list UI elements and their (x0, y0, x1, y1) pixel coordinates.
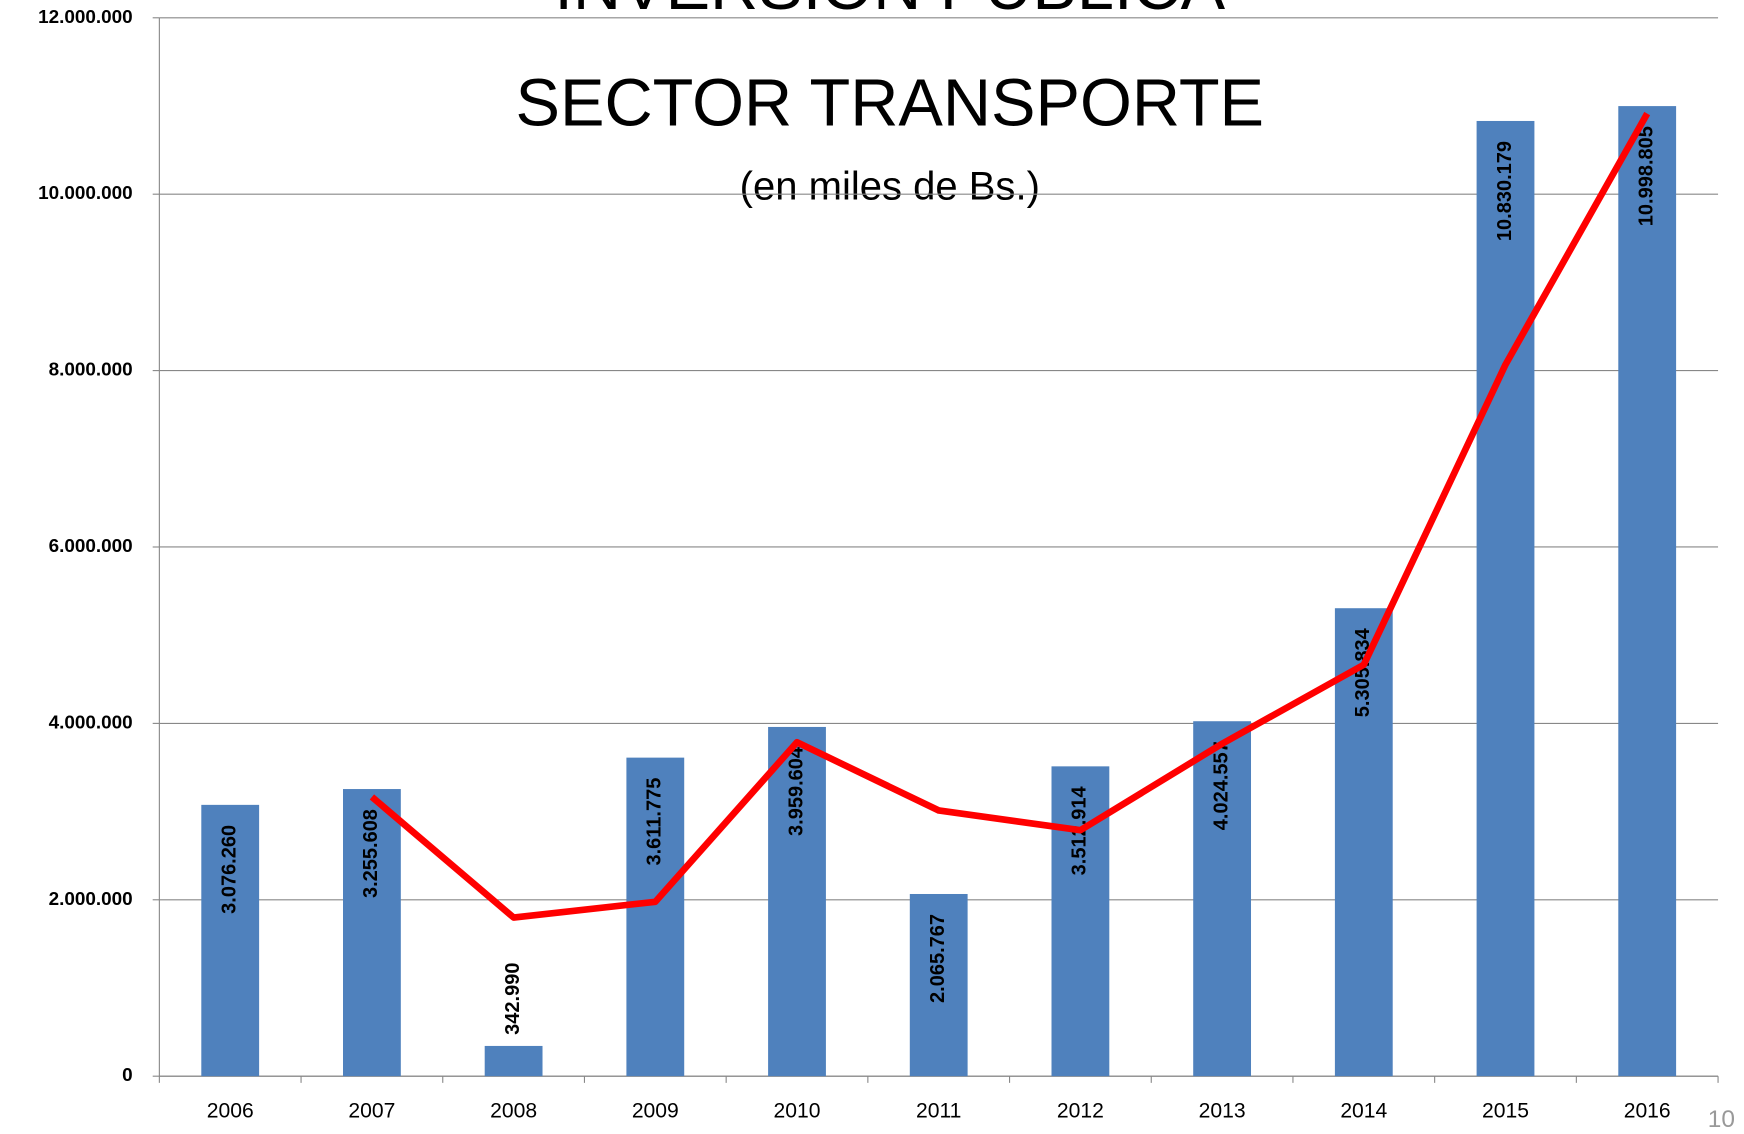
bar (1618, 106, 1676, 1076)
x-tick-label: 2012 (1057, 1099, 1104, 1122)
data-label: 3.959.604 (785, 746, 807, 836)
data-label: 3.611.775 (644, 778, 666, 866)
bar (485, 1046, 543, 1076)
data-label: 10.998.805 (1635, 126, 1657, 226)
chart: INVERSIÓN PÚBLICA SECTOR TRANSPORTE (en … (0, 0, 1744, 1134)
x-tick-label: 2015 (1482, 1099, 1529, 1122)
data-label: 342.990 (502, 963, 524, 1035)
y-tick-label: 4.000.000 (49, 712, 133, 733)
y-tick-label: 12.000.000 (38, 7, 133, 28)
trend-line (372, 114, 1647, 918)
y-tick-label: 2.000.000 (49, 889, 133, 910)
x-tick-label: 2016 (1624, 1099, 1671, 1122)
chart-subtitle: SECTOR TRANSPORTE (516, 66, 1265, 140)
x-tick-label: 2014 (1340, 1099, 1387, 1122)
page-number: 10 (1708, 1106, 1735, 1133)
data-label: 4.024.557 (1210, 741, 1232, 830)
x-tick-label: 2009 (632, 1099, 679, 1122)
y-tick-label: 0 (122, 1065, 133, 1086)
x-tick-label: 2008 (490, 1099, 537, 1122)
x-tick-label: 2010 (774, 1099, 821, 1122)
bar (1477, 121, 1535, 1076)
y-tick-label: 10.000.000 (38, 183, 133, 204)
chart-title: INVERSIÓN PÚBLICA (554, 0, 1225, 24)
x-tick-label: 2006 (207, 1099, 254, 1122)
y-tick-label: 6.000.000 (49, 536, 133, 557)
data-label: 10.830.179 (1494, 141, 1516, 241)
page: {"chart_data": {"type": "bar", "title": … (0, 0, 1744, 1134)
unit-note: (en miles de Bs.) (740, 165, 1040, 209)
data-label: 3.076.260 (218, 825, 240, 914)
data-label: 2.065.767 (927, 914, 949, 1003)
x-tick-label: 2011 (916, 1099, 961, 1122)
y-tick-label: 8.000.000 (49, 360, 133, 381)
x-tick-label: 2013 (1199, 1099, 1246, 1122)
data-label: 3.255.608 (360, 809, 382, 898)
x-tick-label: 2007 (348, 1099, 395, 1122)
